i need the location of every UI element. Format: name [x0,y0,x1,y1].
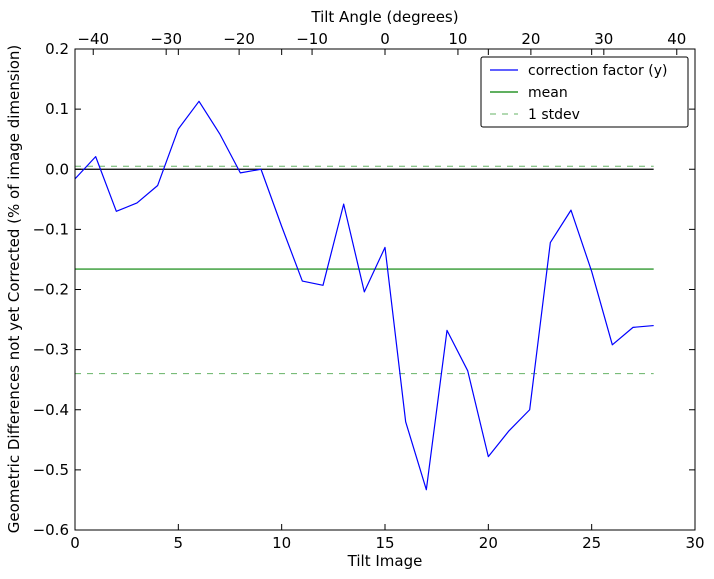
top-x-tick-label: 10 [448,30,467,48]
y-axis-title: Geometric Differences not yet Corrected … [5,45,23,534]
legend: correction factor (y) mean 1 stdev [480,56,689,128]
y-tick-label: 0.2 [45,40,69,58]
ticks-layer: 0 5 10 15 20 25 30 −0.6 −0.5 −0.4 −0.3 −0.2 −0.1 0.0 0… [33,30,705,552]
y-tick-label: −0.6 [33,521,69,539]
top-x-tick-label: −40 [77,30,109,48]
top-x-tick-label: 40 [667,30,686,48]
x-tick-label: 25 [582,534,601,552]
y-tick-label: −0.4 [33,401,69,419]
legend-label: correction factor (y) [528,63,667,79]
x-tick-label: 20 [479,534,498,552]
legend-label: 1 stdev [528,107,580,123]
x-tick-label: 0 [70,534,80,552]
y-tick-label: −0.5 [33,461,69,479]
legend-label: mean [528,85,568,101]
top-x-tick-label: 0 [380,30,390,48]
legend-items: correction factor (y) mean 1 stdev [490,63,667,123]
y-tick-label: −0.2 [33,281,69,299]
y-tick-label: 0.0 [45,160,69,178]
top-x-tick-label: −20 [223,30,255,48]
x-tick-label: 15 [375,534,394,552]
top-x-tick-label: 20 [521,30,540,48]
y-tick-label: −0.1 [33,220,69,238]
top-x-tick-label: −30 [150,30,182,48]
top-x-axis-title: Tilt Angle (degrees) [310,8,458,26]
series-line-0 [74,100,654,491]
x-tick-label: 10 [272,534,291,552]
y-tick-label: −0.3 [33,341,69,359]
series-layer [74,100,654,491]
x-axis-title: Tilt Image [347,552,423,570]
top-x-tick-label: −10 [296,30,328,48]
x-tick-label: 5 [174,534,184,552]
top-x-tick-label: 30 [594,30,613,48]
x-tick-label: 30 [685,534,704,552]
y-tick-label: 0.1 [45,100,69,118]
legend-box [480,56,689,128]
